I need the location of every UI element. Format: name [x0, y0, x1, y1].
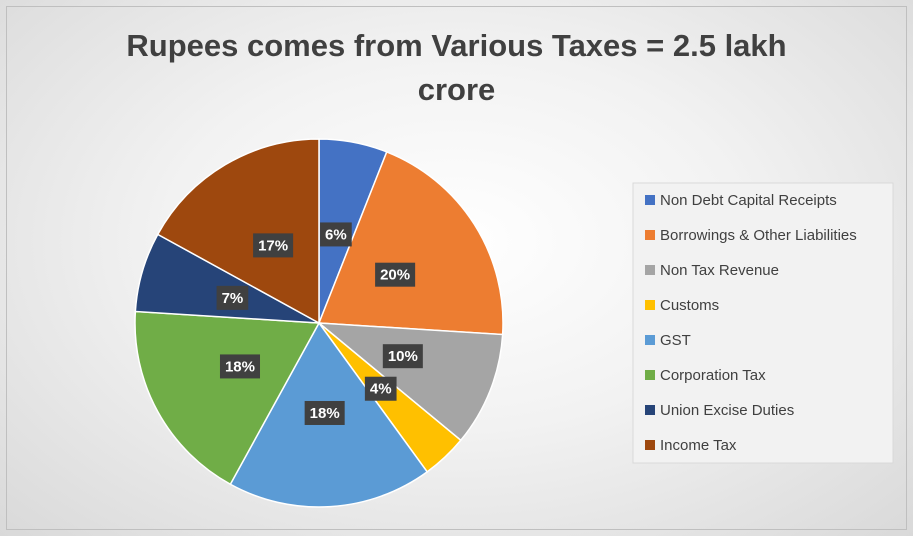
chart-border [6, 6, 907, 530]
legend-swatch [645, 230, 655, 240]
data-label-box [216, 285, 249, 310]
legend-swatch [645, 300, 655, 310]
legend-label: Customs [660, 297, 719, 314]
data-label-text: 18% [310, 405, 340, 422]
data-label-box [375, 262, 416, 287]
data-label-box [304, 400, 345, 425]
data-label: 6% [320, 222, 352, 247]
data-label-text: 20% [380, 267, 410, 284]
data-label: 18% [304, 400, 345, 425]
data-label-text: 18% [225, 358, 255, 375]
legend-swatch [645, 370, 655, 380]
legend-swatch [645, 335, 655, 345]
legend-label: Non Tax Revenue [660, 262, 779, 279]
pie-slice [316, 322, 504, 442]
legend-label: Income Tax [660, 437, 737, 454]
legend-label: Union Excise Duties [660, 402, 794, 419]
data-label-box [364, 376, 397, 401]
chart-title: Rupees comes from Various Taxes = 2.5 la… [126, 28, 787, 107]
legend-swatch [645, 405, 655, 415]
data-label-text: 6% [325, 226, 347, 243]
data-label: 18% [219, 354, 261, 379]
data-label-text: 10% [388, 348, 418, 365]
pie-slice [134, 310, 321, 486]
data-label-box [320, 222, 352, 247]
data-label: 20% [375, 262, 416, 287]
legend-swatch [645, 195, 655, 205]
data-label-text: 17% [258, 237, 288, 254]
legend-box [632, 182, 894, 464]
legend-swatch [645, 440, 655, 450]
data-label-text: 4% [370, 381, 392, 398]
legend-label: GST [660, 332, 691, 349]
data-label-box [219, 354, 261, 379]
data-label-box [253, 233, 294, 258]
pie-slice [156, 138, 320, 325]
data-label: 7% [216, 285, 249, 310]
data-label: 17% [253, 233, 294, 258]
legend-label: Borrowings & Other Liabilities [660, 227, 857, 244]
data-label: 4% [364, 376, 397, 401]
legend-swatch [645, 265, 655, 275]
legend-label: Corporation Tax [660, 367, 766, 384]
data-label-text: 7% [222, 290, 244, 307]
legend-label: Non Debt Capital Receipts [660, 192, 837, 209]
data-label-box [382, 344, 423, 369]
pie-slice [317, 150, 504, 336]
data-label: 10% [382, 344, 423, 369]
